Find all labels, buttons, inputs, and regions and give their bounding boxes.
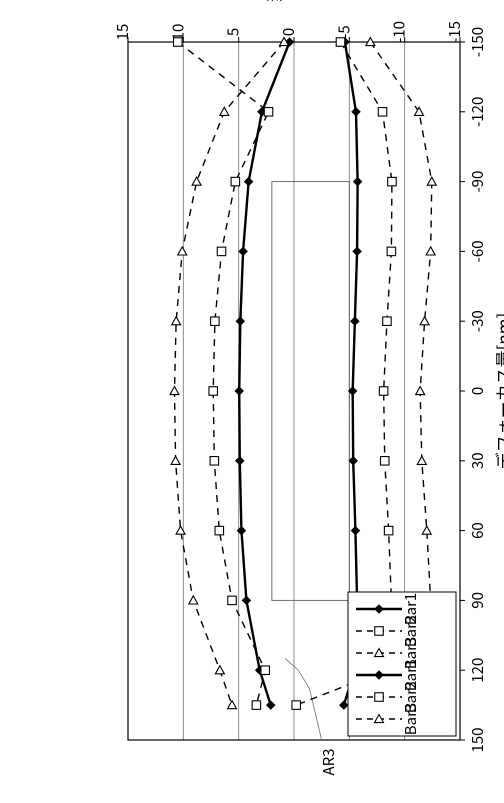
svg-text:30: 30 bbox=[467, 452, 488, 469]
svg-text:-120: -120 bbox=[467, 97, 488, 127]
svg-text:5: 5 bbox=[223, 28, 244, 36]
svg-text:-15: -15 bbox=[444, 21, 465, 43]
chart-svg: -150 -120 -90 -60 -30 0 30 60 90 120 150 -15 -10 -5 0 5… bbox=[0, 0, 504, 803]
svg-text:15: 15 bbox=[112, 24, 133, 41]
svg-text:-30: -30 bbox=[467, 310, 488, 332]
svg-text:変化量: 変化量 bbox=[260, 0, 285, 2]
svg-text:-10: -10 bbox=[389, 21, 410, 43]
svg-text:Bar3: Bar3 bbox=[400, 703, 421, 735]
svg-text:-90: -90 bbox=[467, 171, 488, 193]
svg-text:60: 60 bbox=[467, 522, 488, 539]
svg-text:AR3: AR3 bbox=[318, 749, 339, 776]
svg-text:150: 150 bbox=[467, 728, 488, 753]
svg-text:0: 0 bbox=[467, 387, 488, 395]
svg-text:デフォーカス量[nm]: デフォーカス量[nm] bbox=[490, 313, 504, 470]
svg-text:120: 120 bbox=[467, 658, 488, 683]
svg-text:90: 90 bbox=[467, 592, 488, 609]
svg-text:-60: -60 bbox=[467, 240, 488, 262]
svg-text:-5: -5 bbox=[333, 25, 354, 39]
svg-text:-150: -150 bbox=[467, 27, 488, 57]
legend: Bar1Bar2Bar3Bar1Bar2Bar3 bbox=[348, 592, 456, 736]
svg-text:0: 0 bbox=[278, 28, 299, 36]
chart-container: -150 -120 -90 -60 -30 0 30 60 90 120 150 -15 -10 -5 0 5… bbox=[0, 0, 504, 803]
